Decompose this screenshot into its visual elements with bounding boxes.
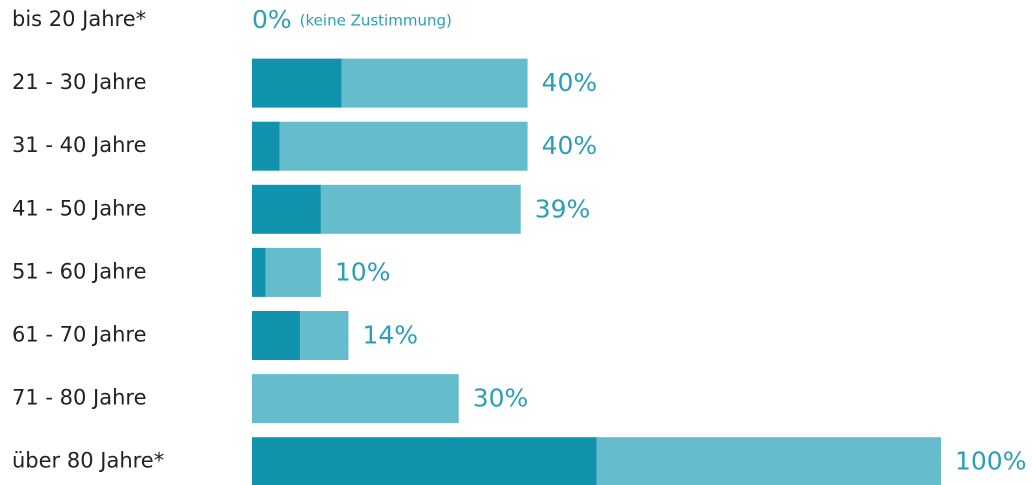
category-label: 51 - 60 Jahre: [12, 259, 147, 283]
bar-segment: [252, 247, 266, 297]
bar-segment: [252, 374, 459, 424]
bar-segment: [596, 437, 941, 485]
total-label: 100%: [955, 447, 1026, 476]
bar-segment: [341, 58, 528, 108]
bar-segment: [300, 311, 349, 360]
annotation: (keine Zustimmung): [300, 12, 452, 30]
category-label: über 80 Jahre*: [12, 449, 164, 473]
category-label: 31 - 40 Jahre: [12, 133, 147, 157]
category-label: 61 - 70 Jahre: [12, 323, 147, 347]
total-label: 0%: [252, 5, 292, 34]
total-label: 10%: [335, 257, 391, 286]
bar-segment: [320, 184, 521, 234]
category-label: 21 - 30 Jahre: [12, 70, 147, 94]
bar-segment: [252, 311, 301, 360]
total-label: 14%: [362, 321, 418, 350]
bar-segment: [252, 121, 280, 171]
total-label: 40%: [542, 131, 598, 160]
category-label: 41 - 50 Jahre: [12, 196, 147, 220]
bar-segment: [279, 121, 528, 171]
bar-segment: [252, 58, 342, 108]
bar-segment: [252, 437, 597, 485]
category-label: 71 - 80 Jahre: [12, 386, 147, 410]
bar-segment: [252, 184, 321, 234]
total-label: 30%: [473, 384, 529, 413]
total-label: 39%: [535, 194, 591, 223]
bar-segment: [265, 247, 321, 297]
total-label: 40%: [542, 68, 598, 97]
category-label: bis 20 Jahre*: [12, 7, 146, 31]
